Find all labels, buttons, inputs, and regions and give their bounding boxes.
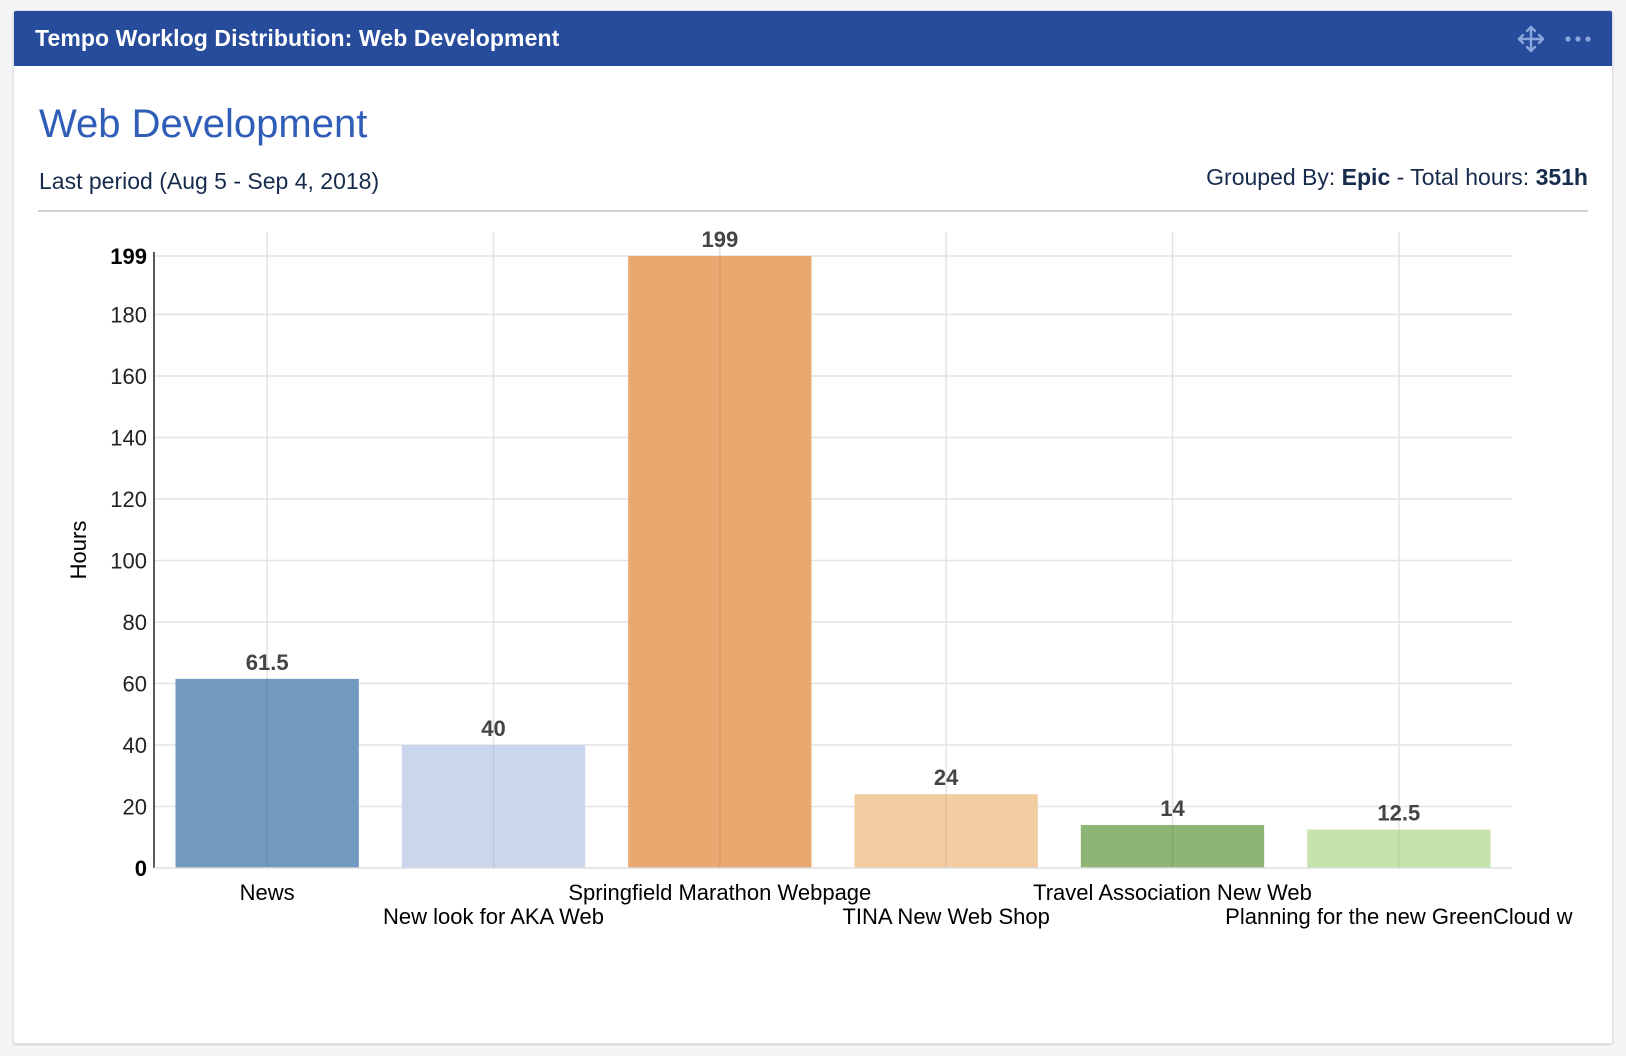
total-hours-label: - Total hours:	[1390, 164, 1536, 190]
y-tick-label: 140	[110, 425, 147, 450]
y-tick-label: 20	[123, 794, 147, 819]
x-tick-label-2: Springfield Marathon Webpage	[568, 880, 871, 905]
y-tick-label: 160	[110, 364, 147, 389]
bar-value-label-5: 12.5	[1377, 801, 1420, 826]
grouped-by-value: Epic	[1341, 164, 1391, 190]
grouped-by-label: Grouped By:	[1206, 164, 1342, 190]
y-tick-label: 40	[123, 733, 147, 758]
bar-3	[854, 794, 1038, 868]
y-tick-label: 180	[110, 302, 147, 327]
x-tick-label-5: Planning for the new GreenCloud w	[1225, 904, 1572, 929]
report-summary: Grouped By: Epic - Total hours: 351h	[1206, 164, 1588, 191]
bar-4	[1080, 824, 1265, 868]
x-tick-label-1: New look for AKA Web	[383, 904, 604, 929]
move-icon[interactable]	[1516, 24, 1546, 54]
report-title: Web Development	[39, 102, 368, 146]
y-tick-label: 199	[110, 244, 147, 269]
report-period: Last period (Aug 5 - Sep 4, 2018)	[39, 168, 380, 194]
more-icon[interactable]	[1564, 34, 1592, 44]
gadget-header: Tempo Worklog Distribution: Web Developm…	[14, 11, 1612, 66]
bar-value-label-1: 40	[481, 716, 505, 741]
header-divider	[38, 210, 1588, 212]
header-tools	[1516, 24, 1592, 54]
y-tick-label: 60	[123, 671, 147, 696]
bar-1	[401, 744, 586, 868]
bar-2	[628, 256, 812, 868]
bar-value-label-3: 24	[934, 765, 959, 790]
bar-value-label-2: 199	[701, 227, 738, 252]
total-hours-value: 351h	[1535, 164, 1588, 190]
bar-value-label-4: 14	[1160, 796, 1185, 821]
x-tick-label-3: TINA New Web Shop	[842, 904, 1049, 929]
bar-5	[1307, 829, 1491, 868]
bar-0	[175, 678, 359, 868]
gadget: Tempo Worklog Distribution: Web Developm…	[13, 10, 1613, 1044]
x-tick-label-0: News	[240, 880, 295, 905]
bar-chart: 61.5 40 199 24 14 12.5 0 20 40 60 80 100 120 140 160 18…	[66, 227, 1573, 929]
y-axis-title: Hours	[66, 521, 91, 580]
gadget-title: Tempo Worklog Distribution: Web Developm…	[35, 25, 560, 51]
x-tick-label-4: Travel Association New Web	[1033, 880, 1312, 905]
y-tick-label: 80	[123, 610, 147, 635]
y-tick-label: 120	[110, 487, 147, 512]
bar-value-label-0: 61.5	[246, 650, 289, 675]
y-tick-label: 100	[110, 548, 147, 573]
y-tick-label: 0	[135, 856, 147, 881]
